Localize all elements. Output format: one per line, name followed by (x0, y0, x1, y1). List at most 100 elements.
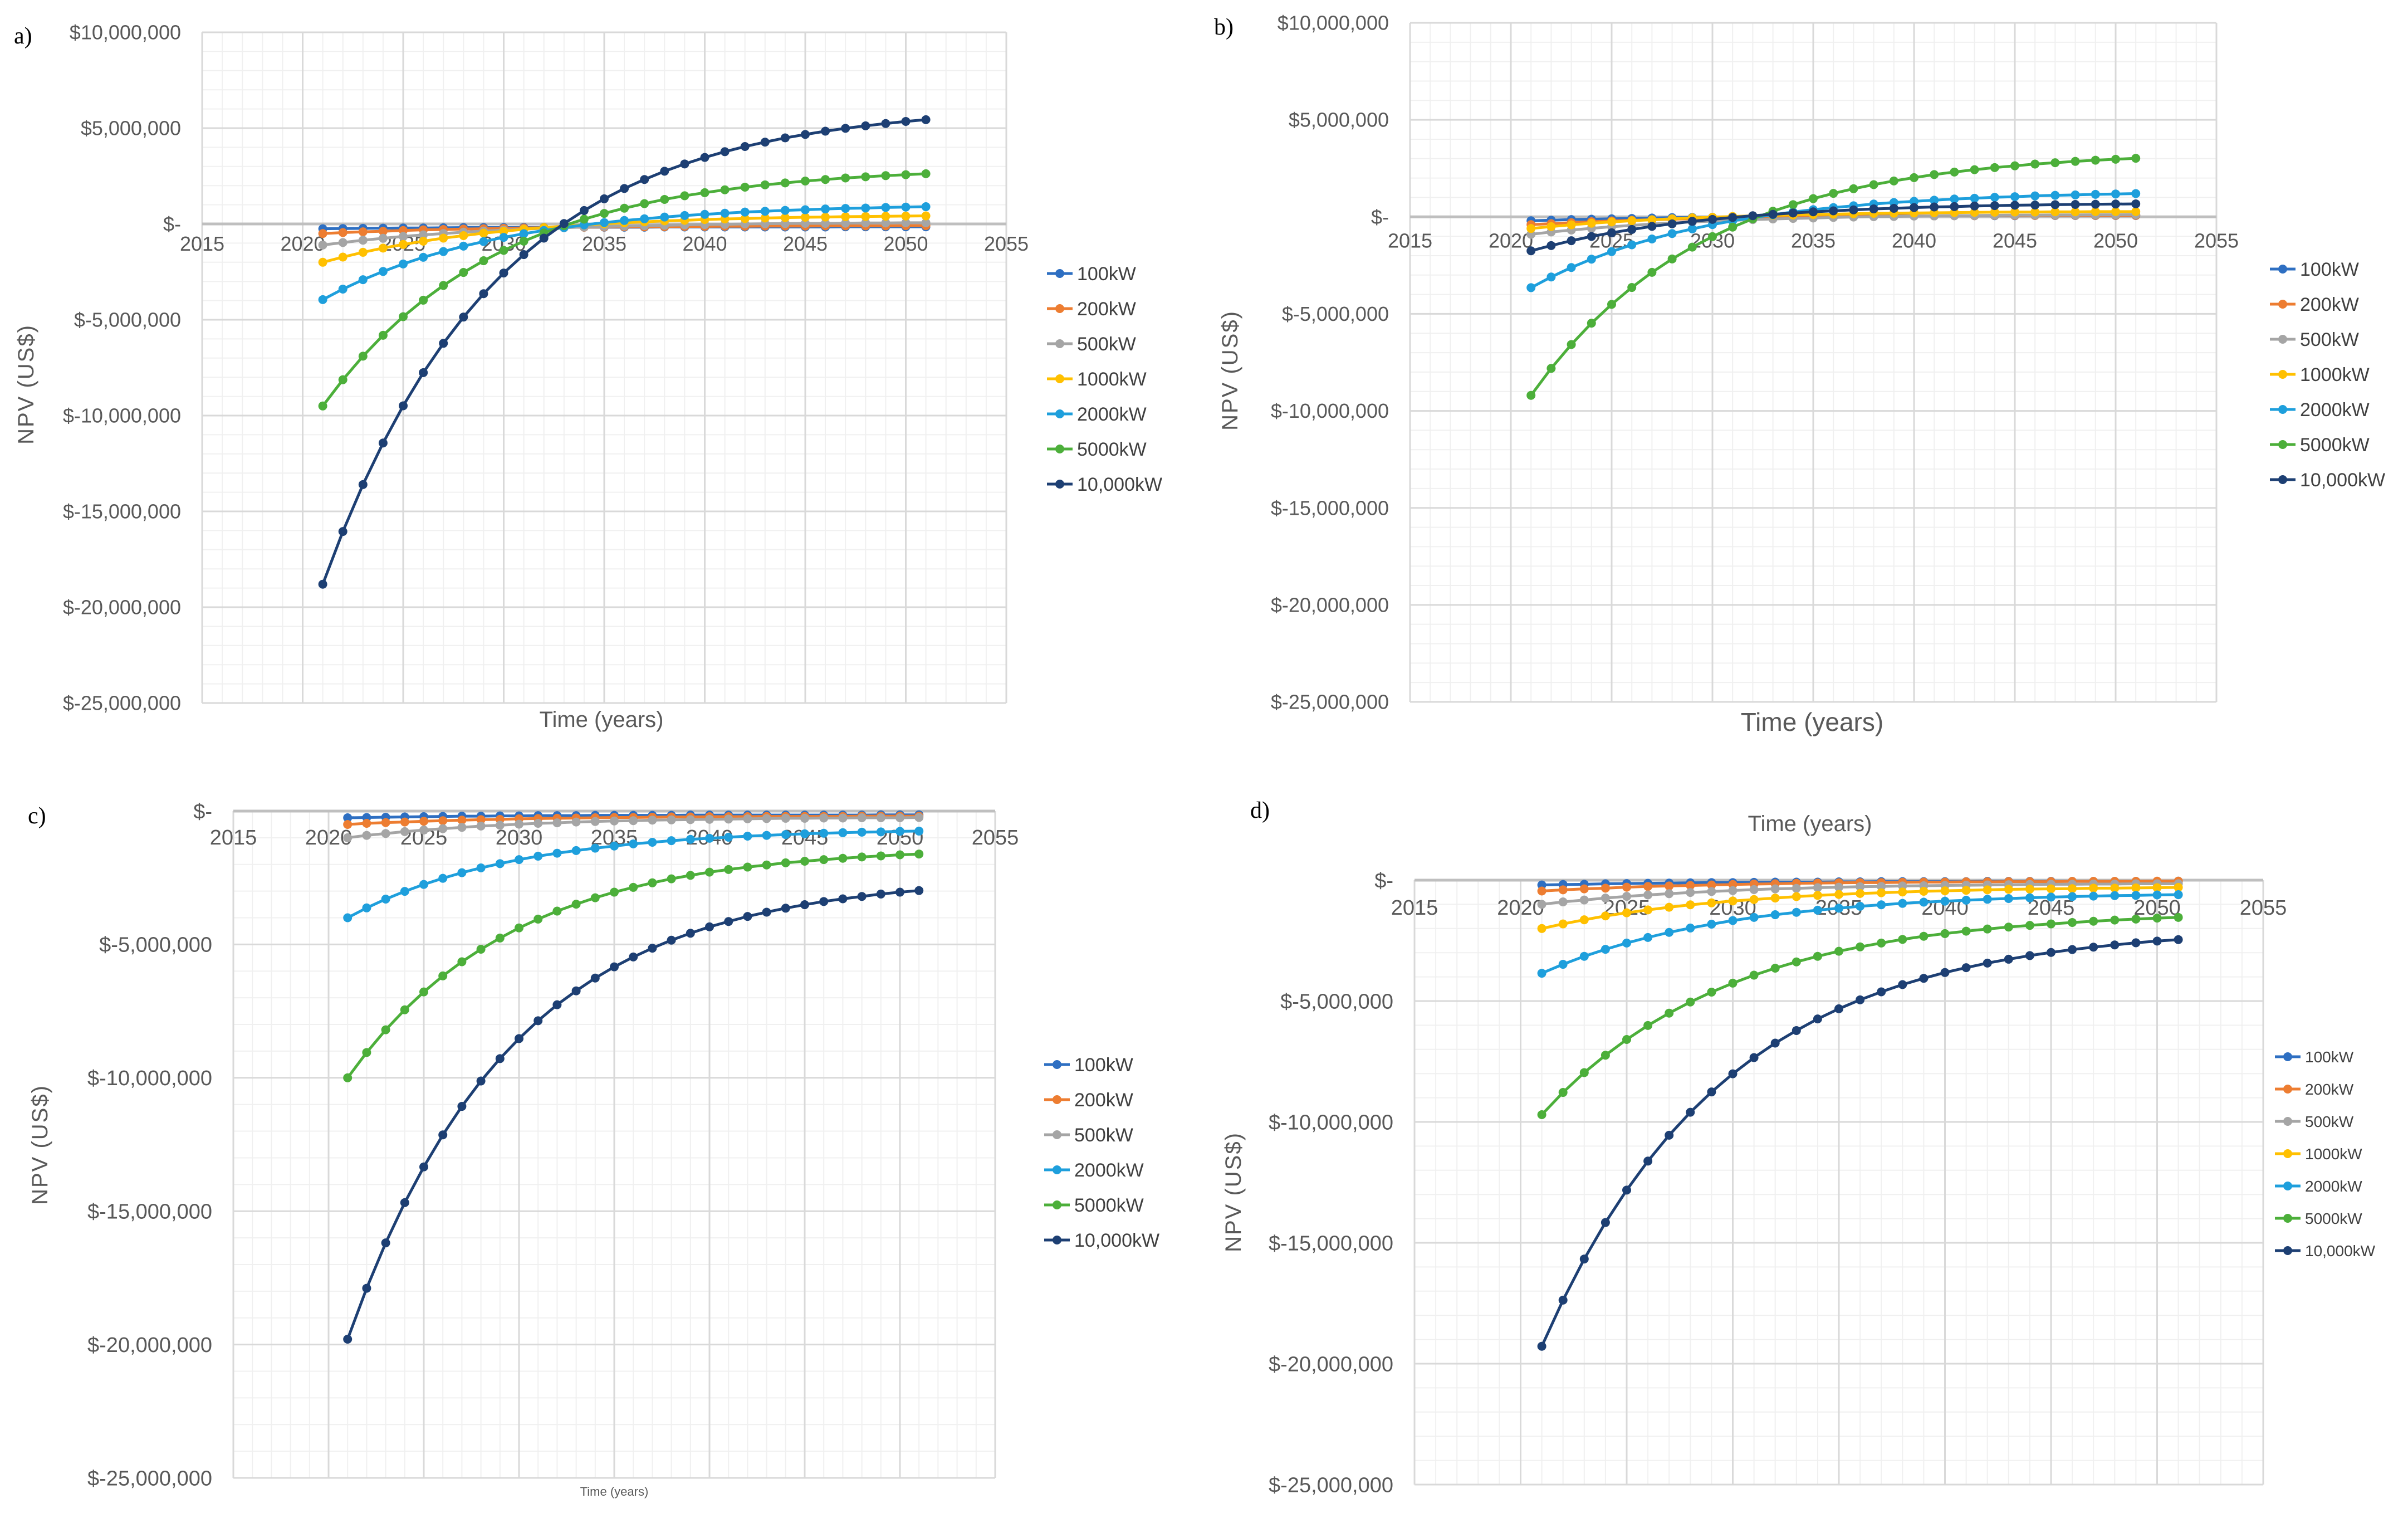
data-point (861, 121, 870, 130)
data-point (495, 1054, 505, 1063)
series-10000kw (1537, 935, 2183, 1351)
data-point (2025, 885, 2034, 894)
data-point (857, 892, 867, 901)
data-point (476, 945, 486, 954)
y-axis-title: NPV (US$) (14, 324, 38, 445)
legend-swatch-marker (2278, 405, 2287, 414)
data-point (801, 205, 810, 214)
data-point (459, 231, 468, 240)
data-point (419, 368, 428, 377)
legend-label: 500kW (2305, 1113, 2354, 1130)
data-point (781, 904, 790, 913)
data-point (400, 1005, 409, 1014)
data-point (1526, 283, 1536, 292)
data-point (1889, 203, 1898, 213)
data-point (1707, 919, 1716, 929)
data-point (1983, 924, 1992, 934)
x-axis-title: Time (years) (540, 707, 664, 732)
data-point (343, 1073, 353, 1082)
data-point (2131, 891, 2141, 900)
data-point (499, 233, 508, 242)
data-point (838, 853, 848, 863)
legend-swatch-marker (2278, 300, 2287, 309)
data-point (358, 247, 368, 257)
data-point (1601, 1051, 1610, 1060)
data-point (2152, 914, 2162, 923)
data-point (419, 825, 428, 834)
data-point (1961, 886, 1971, 895)
data-point (358, 236, 368, 245)
data-point (559, 219, 569, 228)
data-point (2089, 943, 2098, 952)
data-point (1622, 908, 1631, 917)
data-point (819, 855, 829, 865)
data-point (400, 1198, 409, 1207)
series-2000kw (318, 202, 931, 304)
data-point (1558, 897, 1568, 907)
data-point (358, 227, 368, 237)
data-point (1567, 236, 1576, 246)
data-point (1910, 197, 1918, 206)
legend-label: 5000kW (1074, 1195, 1144, 1216)
data-point (2110, 884, 2120, 893)
data-point (399, 312, 408, 321)
x-tick-label: 2015 (1391, 896, 1438, 920)
y-tick-label: $-15,000,000 (63, 500, 181, 523)
data-point (439, 339, 448, 348)
legend-label: 500kW (1077, 334, 1136, 355)
data-point (590, 893, 600, 902)
legend-label: 10,000kW (1074, 1230, 1159, 1251)
data-point (1537, 900, 1546, 909)
data-point (1627, 224, 1637, 234)
data-point (762, 860, 771, 870)
data-point (534, 1016, 543, 1026)
data-point (921, 169, 931, 178)
data-point (1665, 889, 1674, 899)
data-point (399, 401, 408, 411)
data-point (1558, 919, 1568, 929)
legend-swatch-marker (2278, 475, 2287, 484)
data-point (2111, 207, 2120, 216)
legend-item: 100kW (2270, 259, 2359, 280)
data-point (781, 813, 790, 823)
data-point (800, 900, 809, 910)
legend-swatch-marker (1055, 445, 1064, 453)
legend-label: 100kW (1074, 1055, 1133, 1076)
data-point (921, 202, 931, 212)
y-tick-label: $10,000,000 (1278, 12, 1389, 35)
data-point (358, 275, 368, 285)
data-point (762, 831, 771, 840)
data-point (801, 130, 810, 139)
data-point (821, 212, 830, 222)
data-point (1970, 208, 1979, 217)
legend-swatch-marker (2283, 1085, 2292, 1094)
data-point (881, 171, 890, 180)
legend-label: 200kW (1077, 299, 1136, 320)
legend-item: 5000kW (1044, 1195, 1144, 1216)
data-point (399, 259, 408, 269)
data-point (338, 527, 348, 536)
data-point (2004, 922, 2013, 932)
data-point (1919, 974, 1929, 983)
data-point (1919, 931, 1929, 941)
data-point (600, 218, 609, 227)
x-tick-label: 2055 (984, 232, 1029, 255)
data-point (819, 828, 829, 838)
legend-item: 500kW (1044, 1125, 1133, 1146)
data-point (1687, 224, 1697, 233)
data-point (876, 813, 885, 822)
data-point (1622, 892, 1631, 901)
data-point (457, 1102, 467, 1111)
data-point (1961, 926, 1971, 936)
data-point (2068, 917, 2077, 927)
chart-panel-d: $- $-5,000,000 $-10,000,000 $-15,000,000 $-2… (1221, 798, 2376, 1497)
series-2000kw (1537, 890, 2183, 978)
legend-item: 500kW (2270, 329, 2359, 350)
data-point (914, 826, 924, 836)
data-point (921, 218, 931, 227)
data-point (318, 240, 327, 250)
data-point (1919, 886, 1929, 896)
data-point (338, 284, 348, 294)
data-point (1579, 951, 1589, 961)
data-point (2071, 199, 2080, 209)
